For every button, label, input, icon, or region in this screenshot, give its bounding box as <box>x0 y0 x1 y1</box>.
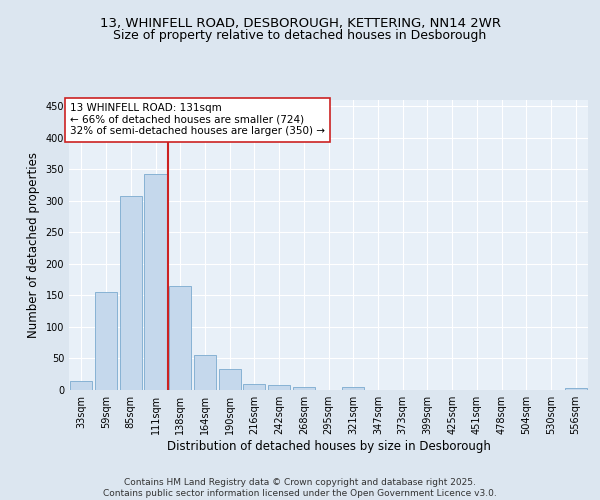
Text: 13 WHINFELL ROAD: 131sqm
← 66% of detached houses are smaller (724)
32% of semi-: 13 WHINFELL ROAD: 131sqm ← 66% of detach… <box>70 103 325 136</box>
X-axis label: Distribution of detached houses by size in Desborough: Distribution of detached houses by size … <box>167 440 490 453</box>
Text: Contains HM Land Registry data © Crown copyright and database right 2025.
Contai: Contains HM Land Registry data © Crown c… <box>103 478 497 498</box>
Bar <box>194 356 216 390</box>
Bar <box>119 196 142 390</box>
Bar <box>145 174 167 390</box>
Bar <box>243 384 265 390</box>
Bar <box>169 286 191 390</box>
Bar <box>70 380 92 390</box>
Text: 13, WHINFELL ROAD, DESBOROUGH, KETTERING, NN14 2WR: 13, WHINFELL ROAD, DESBOROUGH, KETTERING… <box>100 18 500 30</box>
Bar <box>218 369 241 390</box>
Bar <box>293 387 315 390</box>
Y-axis label: Number of detached properties: Number of detached properties <box>27 152 40 338</box>
Bar <box>565 388 587 390</box>
Bar <box>95 292 117 390</box>
Text: Size of property relative to detached houses in Desborough: Size of property relative to detached ho… <box>113 29 487 42</box>
Bar <box>342 387 364 390</box>
Bar <box>268 385 290 390</box>
